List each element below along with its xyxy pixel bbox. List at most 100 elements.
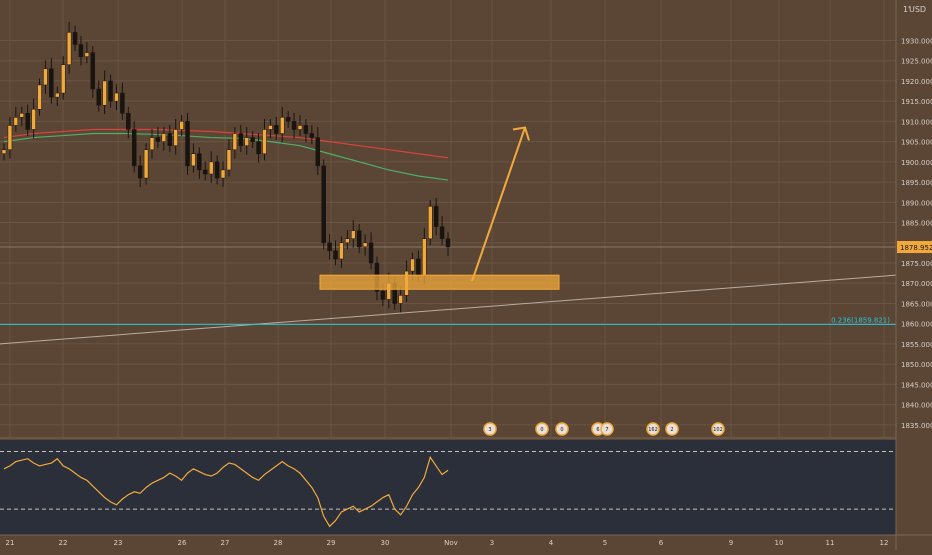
event-marker-label: 162 — [648, 427, 658, 433]
support-zone — [319, 274, 560, 290]
time-tick-label: 12 — [880, 539, 889, 547]
event-marker — [711, 422, 725, 436]
candle-body — [362, 242, 368, 248]
candle-body — [279, 117, 285, 134]
time-tick-label: 3 — [490, 539, 494, 547]
candle-body — [37, 84, 42, 110]
price-tick-label: 1835.000 — [901, 422, 932, 430]
support-zone-layer[interactable] — [319, 274, 560, 290]
price-tick-label: 1910.000 — [901, 118, 932, 126]
candle-body — [285, 117, 291, 122]
price-axis-partial-label: 1ʿ — [903, 5, 911, 14]
event-marker — [535, 422, 549, 436]
candle-body — [173, 129, 178, 146]
projection-arrow-shaft — [471, 127, 526, 282]
candle-body — [120, 92, 125, 114]
candle-body — [90, 52, 96, 90]
event-marker — [600, 422, 614, 436]
moving-average-green — [3, 132, 449, 181]
candle-body — [433, 206, 439, 227]
event-marker — [555, 422, 569, 436]
event-marker-label: 0 — [560, 427, 563, 433]
time-tick-label: 9 — [729, 539, 733, 547]
price-tick-label: 1890.000 — [901, 199, 932, 207]
candle-body — [96, 88, 101, 106]
candle-body — [439, 226, 445, 239]
time-axis[interactable]: 21 22 23 26 27 28 29 30 Nov 3 4 5 6 9 10 11 12 — [0, 534, 932, 547]
price-tick-label: 1905.000 — [901, 139, 932, 147]
time-tick-label: 22 — [59, 539, 68, 547]
time-tick-label: Nov — [444, 539, 458, 547]
candle-body — [250, 137, 255, 142]
event-markers[interactable]: 3 0 0 6 7 162 2 102 — [483, 422, 725, 436]
candle-body — [232, 133, 238, 150]
event-marker-label: 102 — [713, 427, 723, 433]
time-tick-label: 29 — [327, 539, 336, 547]
candle-body — [179, 121, 184, 130]
trend-line — [0, 274, 897, 345]
candle-body — [268, 125, 273, 130]
candle-body — [238, 133, 244, 146]
candle-body — [126, 113, 131, 130]
candle-body — [203, 169, 208, 175]
candle-body — [66, 32, 72, 65]
candle-body — [1, 149, 7, 155]
candle-body — [102, 80, 107, 106]
event-marker-label: 7 — [605, 427, 608, 433]
rsi-pane[interactable]: 60.0040.0020.00 — [0, 437, 932, 535]
candle-body — [315, 137, 321, 167]
candle-body — [398, 295, 403, 304]
price-tick-label: 1930.000 — [901, 37, 932, 45]
projection-arrow-layer[interactable] — [471, 126, 530, 282]
price-tick-label: 1900.000 — [901, 159, 932, 167]
time-tick-label: 23 — [114, 539, 123, 547]
event-marker-label: 3 — [488, 427, 491, 433]
rsi-background — [0, 440, 896, 535]
candle-body — [274, 125, 279, 134]
price-tick-label: 1860.000 — [901, 321, 932, 329]
moving-average-red — [3, 128, 449, 159]
trend-line-layer — [0, 274, 897, 345]
fib-level-label: 0.236(1859.821) — [831, 316, 890, 324]
candlesticks — [1, 21, 451, 313]
candle-body — [197, 153, 202, 171]
time-tick-label: 30 — [381, 539, 390, 547]
price-tick-label: 1845.000 — [901, 381, 932, 389]
price-tick-label: 1915.000 — [901, 98, 932, 106]
candle-body — [321, 165, 326, 244]
candle-body — [416, 258, 421, 276]
event-marker — [665, 422, 679, 436]
event-marker-label: 2 — [670, 427, 673, 433]
price-axis[interactable]: 1930.000 1925.000 1920.000 1915.000 1910.000… — [895, 0, 932, 550]
candle-body — [49, 68, 54, 98]
event-marker-label: 0 — [540, 427, 543, 433]
candle-body — [356, 230, 362, 248]
candle-body — [220, 169, 226, 179]
candle-body — [327, 242, 332, 252]
time-tick-label: 11 — [826, 539, 835, 547]
candle-body — [214, 161, 220, 179]
price-axis-bg — [896, 0, 932, 550]
candle-body — [339, 242, 344, 260]
candle-body — [244, 137, 249, 146]
time-tick-label: 4 — [549, 539, 554, 547]
candle-body — [43, 68, 48, 86]
candle-body — [262, 129, 267, 155]
candle-body — [72, 32, 78, 45]
event-marker — [483, 422, 497, 436]
candle-body — [143, 149, 149, 179]
candle-body — [291, 121, 297, 130]
candle-body — [422, 238, 427, 276]
candle-body — [31, 109, 36, 130]
time-tick-label: 27 — [221, 539, 230, 547]
candle-body — [131, 129, 137, 167]
price-tick-label: 1895.000 — [901, 179, 932, 187]
time-tick-label: 5 — [603, 539, 607, 547]
price-tick-label: 1855.000 — [901, 341, 932, 349]
price-tick-label: 1870.000 — [901, 280, 932, 288]
price-tick-label: 1925.000 — [901, 58, 932, 66]
candle-body — [226, 149, 232, 171]
candle-body — [149, 137, 155, 150]
